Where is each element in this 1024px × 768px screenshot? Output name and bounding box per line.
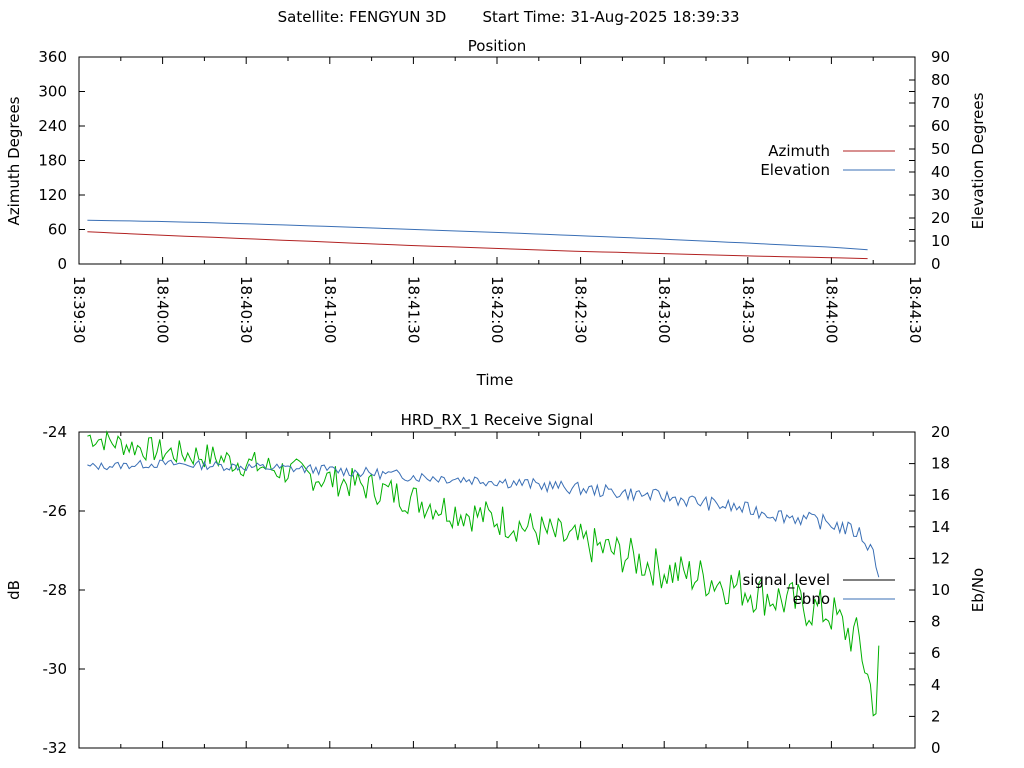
receive-signal-y-ticks: -32 -30 -28 -26 -24 — [43, 423, 915, 757]
position-y2-ticks: 0 10 20 30 40 50 60 70 80 90 — [909, 48, 950, 273]
receive-signal-y2-axis-label: Eb/No — [969, 568, 987, 612]
y2-tick-label: 10 — [931, 581, 950, 599]
start-time-label: Start Time: 31-Aug-2025 18:39:33 — [482, 8, 739, 26]
receive-signal-legend: signal_level ebno — [742, 571, 895, 608]
y-tick-label: 120 — [38, 186, 67, 204]
y2-tick-label: 80 — [931, 71, 950, 89]
y-tick-label: 60 — [48, 221, 67, 239]
y-tick-label: 240 — [38, 117, 67, 135]
y2-tick-label: 4 — [931, 676, 941, 694]
y-tick-label: 0 — [57, 255, 67, 273]
y-tick-label: -28 — [43, 581, 68, 599]
x-tick-label: 18:42:30 — [572, 276, 590, 343]
y2-tick-label: 70 — [931, 94, 950, 112]
y2-tick-label: 2 — [931, 707, 941, 725]
series-line-elevation — [87, 219, 868, 251]
series-line-azimuth — [87, 231, 868, 260]
receive-signal-y2-ticks: 0 2 4 6 8 10 12 14 16 18 20 — [909, 423, 950, 757]
legend-entry-ebno: ebno — [793, 590, 830, 608]
receive-signal-plot-frame — [78, 431, 916, 749]
position-chart: Position 0 60 120 180 240 300 360 0 10 20 30 40 50 6… — [5, 37, 987, 389]
y2-tick-label: 16 — [931, 486, 950, 504]
y2-tick-label: 18 — [931, 455, 950, 473]
y-tick-label: -24 — [43, 423, 68, 441]
y2-tick-label: 90 — [931, 48, 950, 66]
x-tick-label: 18:40:00 — [154, 276, 172, 343]
x-tick-label: 18:41:00 — [321, 276, 339, 343]
y2-tick-label: 12 — [931, 549, 950, 567]
x-tick-label: 18:42:00 — [488, 276, 506, 343]
y-tick-label: 360 — [38, 48, 67, 66]
y2-tick-label: 0 — [931, 255, 941, 273]
y2-tick-label: 8 — [931, 613, 941, 631]
y2-tick-label: 14 — [931, 518, 950, 536]
x-tick-label: 18:39:30 — [70, 276, 88, 343]
position-y-ticks: 0 60 120 180 240 300 360 — [38, 48, 915, 273]
receive-signal-chart-title: HRD_RX_1 Receive Signal — [401, 411, 594, 430]
position-y2-axis-label: Elevation Degrees — [969, 92, 987, 229]
y2-tick-label: 0 — [931, 739, 941, 757]
y2-tick-label: 50 — [931, 140, 950, 158]
position-y-axis-label: Azimuth Degrees — [5, 96, 23, 225]
y-tick-label: -30 — [43, 660, 68, 678]
position-legend: Azimuth Elevation — [760, 142, 895, 179]
y2-tick-label: 20 — [931, 423, 950, 441]
legend-entry-signal-level: signal_level — [742, 571, 830, 590]
y-tick-label: 180 — [38, 152, 67, 170]
position-x-axis-label: Time — [476, 371, 514, 389]
x-tick-label: 18:44:00 — [822, 276, 840, 343]
position-x-ticks: 18:39:30 18:40:00 18:40:30 18:41:00 18:41:30… — [70, 57, 924, 343]
series-line-ebno — [87, 459, 880, 578]
x-tick-label: 18:44:30 — [906, 276, 924, 343]
y2-tick-label: 40 — [931, 163, 950, 181]
x-tick-label: 18:43:30 — [739, 276, 757, 343]
receive-signal-chart: HRD_RX_1 Receive Signal -32-30-28-26-24 … — [5, 411, 987, 757]
y2-tick-label: 10 — [931, 232, 950, 250]
receive-signal-y-axis-label: dB — [5, 580, 23, 600]
y-tick-label: -32 — [43, 739, 68, 757]
x-tick-label: 18:43:00 — [655, 276, 673, 343]
series-line-signal-level — [87, 430, 880, 717]
y2-tick-label: 30 — [931, 186, 950, 204]
x-tick-label: 18:41:30 — [404, 276, 422, 343]
y2-tick-label: 6 — [931, 644, 941, 662]
y-tick-label: 300 — [38, 83, 67, 101]
x-tick-label: 18:40:30 — [237, 276, 255, 343]
y-tick-label: -26 — [43, 502, 68, 520]
legend-entry-elevation: Elevation — [760, 161, 830, 179]
y2-tick-label: 20 — [931, 209, 950, 227]
y2-tick-label: 60 — [931, 117, 950, 135]
position-chart-title: Position — [468, 37, 526, 55]
legend-entry-azimuth: Azimuth — [768, 142, 830, 160]
satellite-label: Satellite: FENGYUN 3D — [278, 8, 447, 26]
receive-signal-x-ticks — [78, 432, 916, 748]
